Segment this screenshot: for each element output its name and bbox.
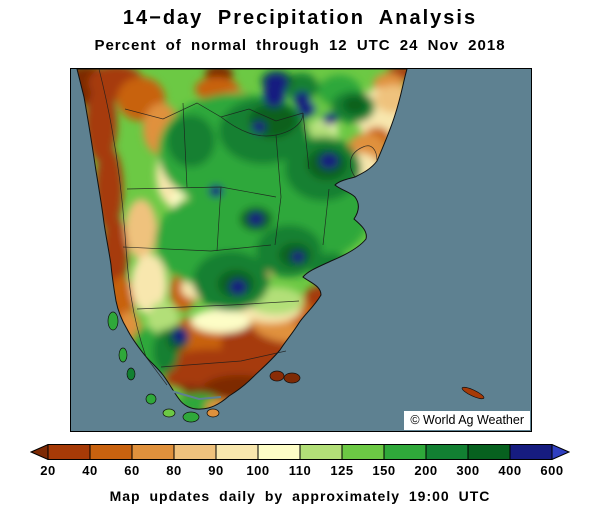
color-scale-bar: [30, 444, 570, 460]
scale-label-600: 600: [540, 463, 564, 478]
scale-label-100: 100: [246, 463, 270, 478]
map-canvas: [71, 69, 531, 431]
copyright-label: © World Ag Weather: [404, 411, 530, 430]
land-shading: [77, 69, 407, 410]
scale-label-400: 400: [498, 463, 522, 478]
scale-label-40: 40: [82, 463, 98, 478]
scale-label-90: 90: [208, 463, 224, 478]
scale-label-300: 300: [456, 463, 480, 478]
precipitation-map: © World Ag Weather: [70, 68, 532, 432]
update-note: Map updates daily by approximately 19:00…: [109, 488, 491, 504]
strait-of-magellan: [170, 390, 222, 401]
scale-label-110: 110: [288, 463, 312, 478]
scale-label-20: 20: [40, 463, 56, 478]
chilean-islands: [107, 311, 220, 423]
scale-label-125: 125: [330, 463, 354, 478]
scale-label-80: 80: [166, 463, 182, 478]
color-scale: 20 40 60 80 90 100 110 125 150 200 300 400 600: [30, 444, 570, 482]
color-scale-labels: 20 40 60 80 90 100 110 125 150 200 300 400 600: [30, 460, 570, 478]
page-subtitle: Percent of normal through 12 UTC 24 Nov …: [94, 37, 506, 54]
page-title: 14−day Precipitation Analysis: [122, 7, 478, 29]
south-georgia-island: [461, 386, 485, 400]
falkland-islands: [269, 370, 301, 384]
scale-label-150: 150: [372, 463, 396, 478]
country-borders: [98, 69, 378, 386]
scale-label-60: 60: [124, 463, 140, 478]
scale-label-200: 200: [414, 463, 438, 478]
